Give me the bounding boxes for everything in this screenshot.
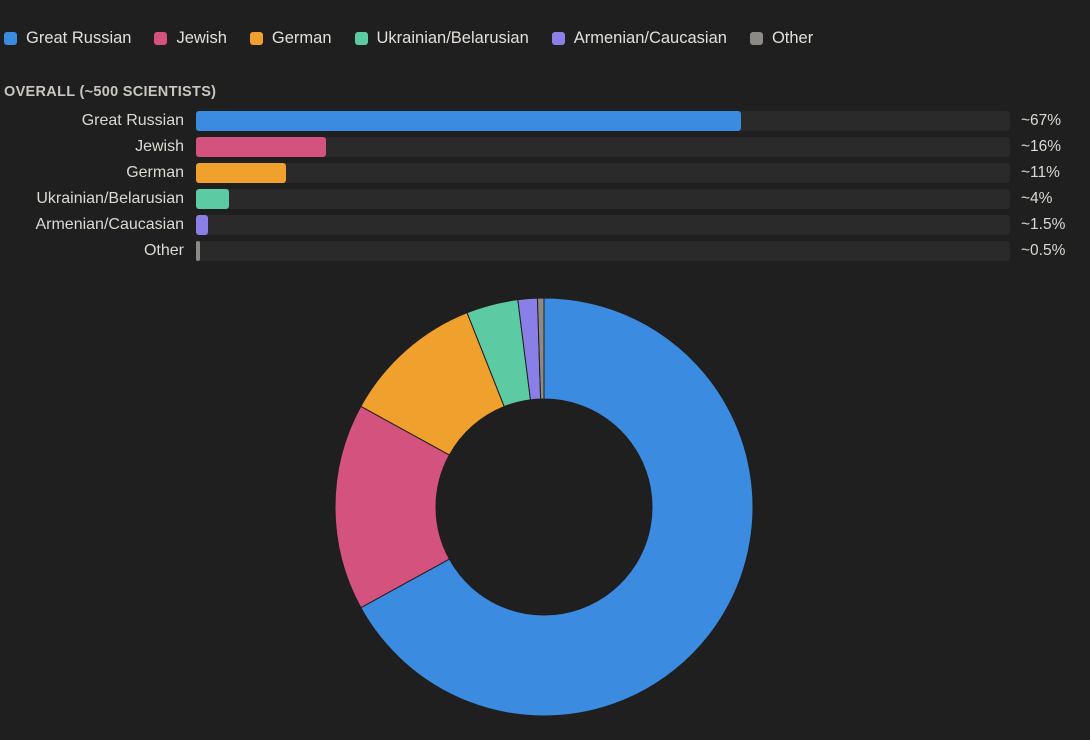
bar-ukrainian-belarusian <box>196 189 229 209</box>
legend-swatch <box>354 31 368 45</box>
chart-title: OVERALL (~500 SCIENTISTS) <box>4 84 217 100</box>
bar-track <box>196 189 1010 209</box>
bar-track <box>196 241 1010 261</box>
bar-great-russian <box>196 111 742 131</box>
bar-german <box>196 163 286 183</box>
bar-jewish <box>196 137 327 157</box>
legend-swatch <box>4 31 17 45</box>
bar-row-german: German ~11% <box>0 163 1090 183</box>
legend-label: Ukrainian/Belarusian <box>376 28 529 47</box>
bar-value-label: ~0.5% <box>1021 242 1066 259</box>
bar-value-label: ~4% <box>1021 190 1053 207</box>
bar-track <box>196 215 1010 235</box>
legend-item-german: German <box>249 28 332 48</box>
bar-category-label: Other <box>143 242 184 259</box>
bar-track <box>196 111 1010 131</box>
bar-category-label: Great Russian <box>81 112 184 129</box>
legend-label: Great Russian <box>26 28 132 47</box>
bar-category-label: Jewish <box>135 138 184 155</box>
legend-swatch <box>551 31 565 45</box>
bar-row-great-russian: Great Russian ~67% <box>0 111 1090 131</box>
donut-slice-other <box>536 297 545 400</box>
bar-value-label: ~11% <box>1021 164 1060 181</box>
legend-label: Other <box>771 28 814 47</box>
bar-value-label: ~1.5% <box>1021 216 1066 233</box>
bar-track <box>196 163 1010 183</box>
legend-item-ukrainian-belarusian: Ukrainian/Belarusian <box>354 28 529 48</box>
bar-value-label: ~67% <box>1021 112 1062 129</box>
legend-swatch <box>154 31 168 45</box>
bar-row-jewish: Jewish ~16% <box>0 137 1090 157</box>
bar-value-label: ~16% <box>1021 138 1062 155</box>
donut-slice-jewish <box>334 405 451 609</box>
legend-swatch <box>749 31 763 45</box>
legend-swatch <box>249 31 263 45</box>
legend-label: Armenian/Caucasian <box>573 28 727 47</box>
bar-other <box>196 241 201 261</box>
legend-item-armenian-caucasian: Armenian/Caucasian <box>551 28 727 48</box>
legend-label: Jewish <box>176 28 227 47</box>
bar-row-armenian-caucasian: Armenian/Caucasian ~1.5% <box>0 215 1090 235</box>
bar-category-label: Armenian/Caucasian <box>35 216 184 233</box>
chart-legend: Great Russian Jewish German Ukrainian/Belar… <box>4 27 836 49</box>
bar-row-ukrainian-belarusian: Ukrainian/Belarusian ~4% <box>0 189 1090 209</box>
legend-item-jewish: Jewish <box>154 28 227 48</box>
bar-category-label: Ukrainian/Belarusian <box>36 190 184 207</box>
donut-slice-great-russian <box>360 297 754 717</box>
legend-label: German <box>271 28 332 47</box>
legend-item-great-russian: Great Russian <box>4 29 131 48</box>
bar-armenian-caucasian <box>196 215 209 235</box>
legend-item-other: Other <box>749 28 814 48</box>
bar-track <box>196 137 1010 157</box>
bar-category-label: German <box>126 164 184 181</box>
bar-row-other: Other ~0.5% <box>0 241 1090 261</box>
